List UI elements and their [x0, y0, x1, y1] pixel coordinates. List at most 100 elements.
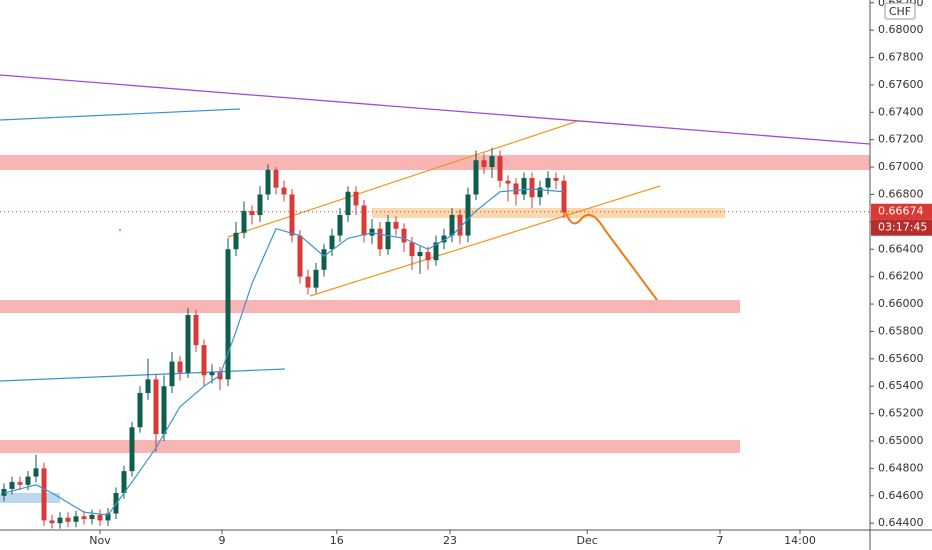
candle-body — [481, 160, 487, 168]
candle-body — [265, 169, 271, 195]
candle-body — [249, 210, 255, 216]
candle-body — [177, 361, 183, 373]
candle-body — [377, 228, 383, 250]
candle-body — [473, 160, 479, 195]
candle-body — [489, 156, 495, 168]
moving-average — [3, 188, 565, 516]
candle-body — [337, 215, 343, 236]
y-tick-label: 0.66000 — [878, 297, 924, 310]
candle-body — [289, 194, 295, 236]
candle-body — [505, 180, 511, 184]
candle-body — [313, 269, 319, 288]
candle-body — [433, 242, 439, 261]
candle-body — [497, 156, 503, 181]
candle-body — [233, 232, 239, 250]
x-tick-label: 9 — [219, 534, 226, 547]
y-tick-label: 0.64400 — [878, 516, 924, 529]
candle-body — [273, 169, 279, 188]
candle-body — [153, 379, 159, 435]
candle-body — [417, 251, 423, 257]
countdown-label: 03:17:45 — [878, 221, 927, 234]
candle-body — [49, 520, 55, 524]
dot — [119, 229, 121, 231]
y-tick-label: 0.65200 — [878, 407, 924, 420]
y-tick-label: 0.67000 — [878, 160, 924, 173]
candle-body — [241, 210, 247, 233]
candle-body — [457, 215, 463, 236]
pivot-zone — [372, 208, 725, 218]
candle-body — [57, 517, 63, 524]
candle-body — [81, 516, 87, 520]
support-zone — [0, 440, 740, 453]
candle-body — [17, 482, 23, 485]
trend-line — [0, 108, 241, 121]
x-tick-label: 16 — [330, 534, 344, 547]
y-tick-label: 0.67800 — [878, 51, 924, 64]
x-tick-label: Nov — [89, 534, 111, 547]
last-price-label: 0.66674 — [878, 205, 924, 218]
channel-upper — [227, 120, 579, 238]
candle-body — [345, 191, 351, 216]
candle-body — [545, 178, 551, 188]
candle-body — [297, 235, 303, 277]
y-tick-label: 0.67600 — [878, 78, 924, 91]
candle-body — [65, 517, 71, 522]
y-tick-label: 0.67400 — [878, 105, 924, 118]
candle-body — [465, 194, 471, 236]
candle-body — [1, 488, 7, 496]
y-tick-label: 0.64800 — [878, 461, 924, 474]
candle-body — [529, 178, 535, 198]
candle-body — [521, 178, 527, 195]
candle-body — [353, 191, 359, 206]
currency-box — [884, 2, 916, 20]
y-tick-label: 0.65000 — [878, 434, 924, 447]
candle-body — [409, 242, 415, 257]
box — [0, 493, 60, 503]
candle-body — [425, 251, 431, 261]
candle-body — [169, 361, 175, 387]
candle-body — [105, 513, 111, 521]
trend-line — [0, 368, 286, 382]
candle-body — [393, 221, 399, 229]
candle-body — [225, 249, 231, 380]
trend-line — [0, 74, 871, 145]
candle-body — [185, 314, 191, 373]
price-axis-panel — [870, 0, 932, 550]
candle-body — [441, 235, 447, 243]
candle-body — [137, 393, 143, 428]
candle-body — [361, 205, 367, 236]
candle-body — [97, 514, 103, 521]
candle-body — [537, 187, 543, 198]
candle-body — [513, 183, 519, 195]
candle-body — [257, 194, 263, 216]
support-zone — [0, 300, 740, 313]
candle-body — [281, 187, 287, 195]
candle-body — [33, 468, 39, 477]
candle-body — [201, 345, 207, 376]
candle-body — [305, 276, 311, 288]
y-tick-label: 0.66400 — [878, 242, 924, 255]
y-tick-label: 0.66800 — [878, 187, 924, 200]
candle-body — [25, 476, 31, 485]
axes: 0.64400 0.64600 0.64800 0.65000 0.65200 0.654… — [89, 0, 932, 547]
x-tick-label: Dec — [577, 534, 598, 547]
candle-body — [561, 180, 567, 213]
candle-body — [369, 228, 375, 236]
candle-body — [401, 228, 407, 243]
candle-body — [449, 215, 455, 236]
resistance-zone — [0, 155, 870, 170]
candle-body — [321, 249, 327, 270]
candle-body — [209, 372, 215, 376]
x-tick-label: 23 — [443, 534, 457, 547]
candle-body — [89, 514, 95, 520]
candle-body — [41, 468, 47, 521]
last-price-box — [871, 203, 932, 220]
y-tick-label: 0.65600 — [878, 352, 924, 365]
x-tick-label: 14:00 — [784, 534, 816, 547]
candle-body — [121, 471, 127, 494]
y-tick-label: 0.67200 — [878, 133, 924, 146]
channel-lower — [309, 185, 661, 297]
y-tick-label: 0.64600 — [878, 489, 924, 502]
y-tick-label: 0.68000 — [878, 23, 924, 36]
